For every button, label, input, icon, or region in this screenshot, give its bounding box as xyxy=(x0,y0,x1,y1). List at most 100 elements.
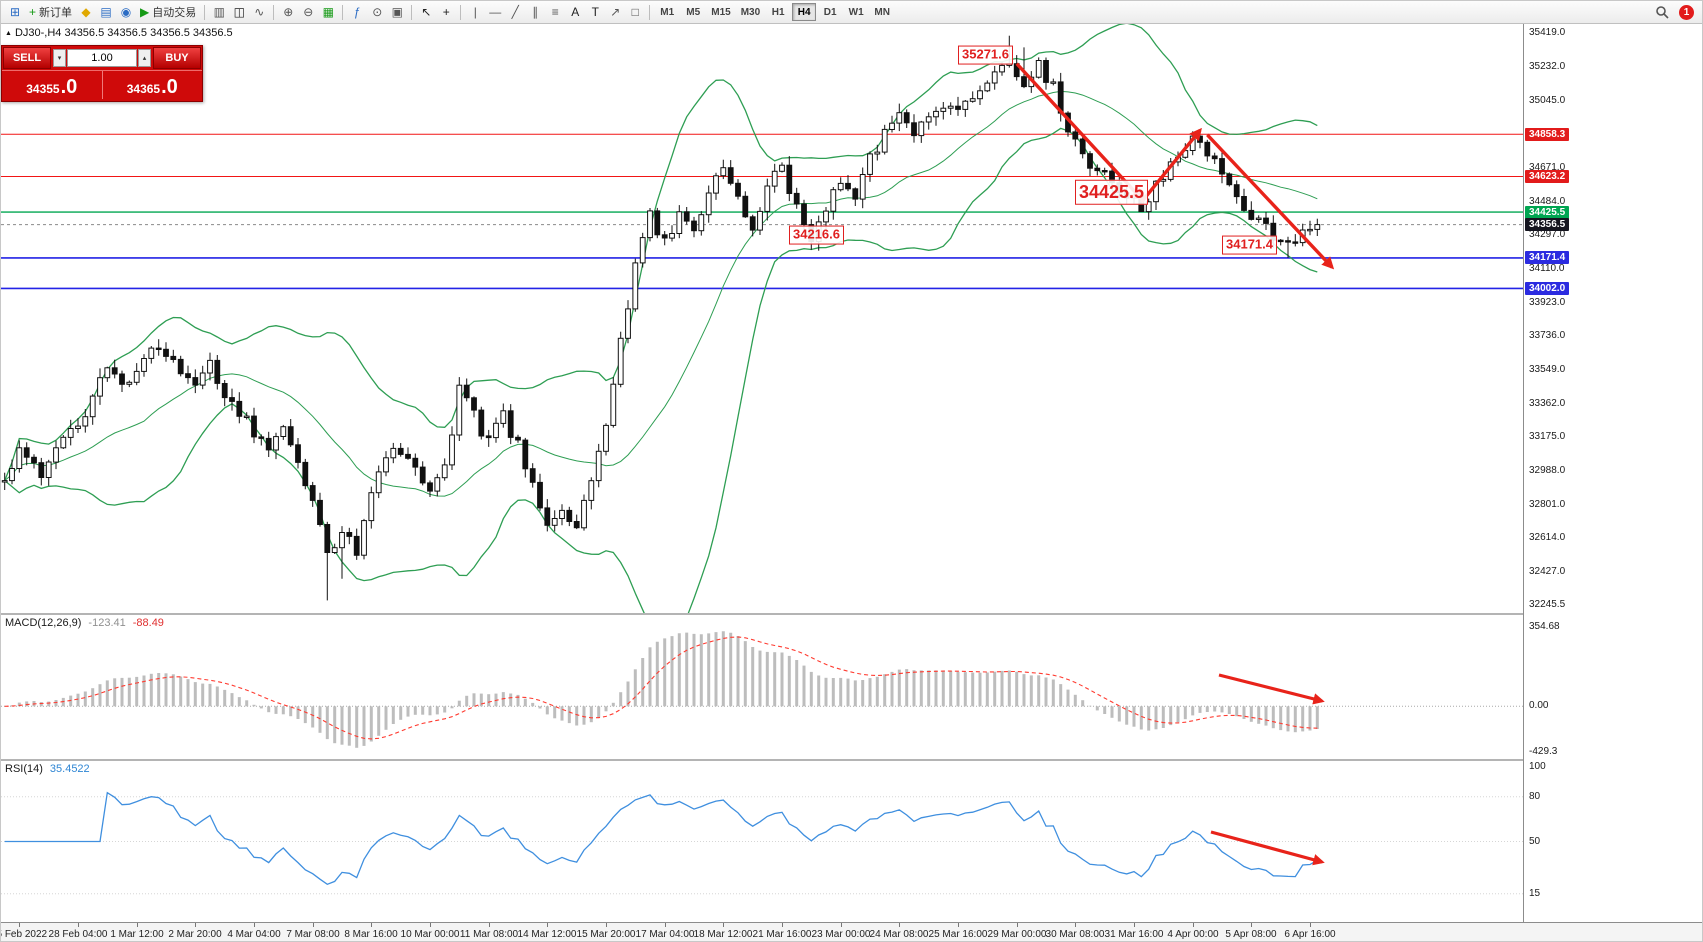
price-annotation-label[interactable]: 34216.6 xyxy=(789,225,844,245)
tile-windows-button[interactable]: ▦ xyxy=(318,3,338,22)
price-level-tag: 34002.0 xyxy=(1525,282,1570,295)
macd-canvas[interactable] xyxy=(1,615,1523,759)
scale-tick-label: 50 xyxy=(1529,836,1541,847)
new-order-button[interactable]: + 新订单 xyxy=(25,3,76,22)
bar-chart-mode-button[interactable]: ▥ xyxy=(209,3,229,22)
cursor-tool-button[interactable]: ↖ xyxy=(416,3,436,22)
rsi-panel[interactable]: RSI(14) 35.4522 xyxy=(1,761,1523,922)
timeframe-button-h4[interactable]: H4 xyxy=(792,3,817,21)
time-tick xyxy=(254,923,255,927)
timeframe-button-m1[interactable]: M1 xyxy=(660,6,675,18)
macd-panel[interactable]: MACD(12,26,9) -123.41 -88.49 xyxy=(1,615,1523,759)
time-label: 4 Apr 00:00 xyxy=(1167,929,1219,940)
trend-arrow[interactable] xyxy=(1206,133,1335,270)
scale-tick-label: 34110.0 xyxy=(1529,263,1565,274)
periods-button[interactable]: ⊙ xyxy=(367,3,387,22)
time-tick xyxy=(1075,923,1076,927)
zoom-out-icon: ⊖ xyxy=(303,5,314,19)
indicators-button[interactable]: ƒ xyxy=(347,3,367,22)
timeframe-button-m15[interactable]: M15 xyxy=(711,6,731,18)
text-tool[interactable]: A xyxy=(565,3,585,22)
timeframe-button-m5[interactable]: M5 xyxy=(686,6,701,18)
templates-icon: ▣ xyxy=(391,5,403,19)
navigator-button[interactable]: ◉ xyxy=(116,3,136,22)
time-tick xyxy=(371,923,372,927)
arrow-tool[interactable]: ↗ xyxy=(605,3,625,22)
zoom-in-button[interactable]: ⊕ xyxy=(278,3,298,22)
crosshair-tool-button[interactable]: + xyxy=(436,3,456,22)
panel-separator[interactable] xyxy=(1,613,1702,615)
trend-arrow[interactable] xyxy=(1015,62,1144,201)
notification-badge[interactable]: 1 xyxy=(1679,4,1694,20)
line-chart-mode-button[interactable]: ∿ xyxy=(249,3,269,22)
time-tick xyxy=(547,923,548,927)
horizontal-line-icon: ― xyxy=(489,5,502,19)
price-scale[interactable]: 35419.035232.035045.034858.034671.034484… xyxy=(1523,24,1702,922)
trend-arrow[interactable] xyxy=(1218,673,1325,705)
volume-down-button[interactable]: ▾ xyxy=(53,49,66,67)
buy-button[interactable]: BUY xyxy=(153,47,201,69)
horizontal-line-tool[interactable]: ― xyxy=(485,3,505,22)
buy-price: 34365.0 xyxy=(126,76,178,98)
timeframe-button-h1[interactable]: H1 xyxy=(771,6,785,18)
scale-tick-label: 34297.0 xyxy=(1529,229,1566,240)
trend-arrow[interactable] xyxy=(1210,830,1325,866)
label-tool[interactable]: T xyxy=(585,3,605,22)
price-annotation-label[interactable]: 35271.6 xyxy=(958,45,1013,65)
fibonacci-tool[interactable]: ≡ xyxy=(545,3,565,22)
zoom-out-button[interactable]: ⊖ xyxy=(298,3,318,22)
time-label: 10 Mar 00:00 xyxy=(400,929,460,940)
price-level-tag: 34858.3 xyxy=(1525,128,1570,141)
trend-arrow[interactable] xyxy=(1139,127,1202,204)
toolbar-separator xyxy=(204,4,206,20)
volume-up-button[interactable]: ▴ xyxy=(138,49,151,67)
panel-separator[interactable] xyxy=(1,759,1702,761)
tile-windows-icon: ▦ xyxy=(322,5,334,19)
channel-tool[interactable]: ∥ xyxy=(525,3,545,22)
timeframe-button-d1[interactable]: D1 xyxy=(823,6,837,18)
volume-input[interactable] xyxy=(67,49,137,67)
time-label: 2 Mar 20:00 xyxy=(168,929,222,940)
time-tick xyxy=(841,923,842,927)
market-watch-button[interactable]: ▤ xyxy=(96,3,116,22)
market-watch-icon: ▤ xyxy=(100,5,112,19)
time-tick xyxy=(606,923,607,927)
metaeditor-button[interactable]: ◆ xyxy=(76,3,96,22)
scale-tick-label: 35045.0 xyxy=(1529,95,1566,106)
chart-canvas[interactable] xyxy=(1,24,1523,613)
notification-count: 1 xyxy=(1683,6,1690,18)
time-tick xyxy=(958,923,959,927)
main-chart-panel[interactable]: ▲ DJ30-,H4 34356.5 34356.5 34356.5 34356.… xyxy=(1,24,1523,613)
scale-tick-label: 33736.0 xyxy=(1529,330,1566,341)
periods-icon: ⊙ xyxy=(372,5,383,19)
price-annotation-label[interactable]: 34425.5 xyxy=(1075,179,1149,205)
shapes-tool[interactable]: □ xyxy=(625,3,645,22)
timeframe-button-w1[interactable]: W1 xyxy=(848,6,864,18)
price-level-tag: 34425.5 xyxy=(1525,206,1570,219)
vertical-line-tool[interactable]: | xyxy=(465,3,485,22)
templates-button[interactable]: ▣ xyxy=(387,3,407,22)
sell-button[interactable]: SELL xyxy=(3,47,51,69)
autotrading-button[interactable]: ▶ 自动交易 xyxy=(136,3,200,22)
time-tick xyxy=(1134,923,1135,927)
new-chart-button[interactable]: ⊞ xyxy=(5,3,25,22)
trendline-icon: ╱ xyxy=(511,5,519,19)
rsi-canvas[interactable] xyxy=(1,761,1523,922)
new-chart-icon: ⊞ xyxy=(9,5,21,19)
macd-histogram xyxy=(10,631,1319,748)
time-label: 24 Mar 08:00 xyxy=(869,929,929,940)
time-label: 29 Mar 00:00 xyxy=(987,929,1047,940)
trendline-tool[interactable]: ╱ xyxy=(505,3,525,22)
new-order-label: 新订单 xyxy=(39,7,73,19)
search-button[interactable] xyxy=(1651,3,1673,22)
rsi-line xyxy=(4,791,1318,886)
price-annotation-label[interactable]: 34171.4 xyxy=(1222,235,1277,255)
autotrading-play-icon: ▶ xyxy=(140,5,150,19)
timeframe-button-mn[interactable]: MN xyxy=(874,6,890,18)
bollinger-middle-band xyxy=(4,90,1318,497)
timeframe-button-m30[interactable]: M30 xyxy=(740,6,761,18)
scale-tick-label: 33175.0 xyxy=(1529,431,1566,442)
price-level-tag: 34356.5 xyxy=(1525,218,1570,231)
candlestick-mode-button[interactable]: ◫ xyxy=(229,3,249,22)
